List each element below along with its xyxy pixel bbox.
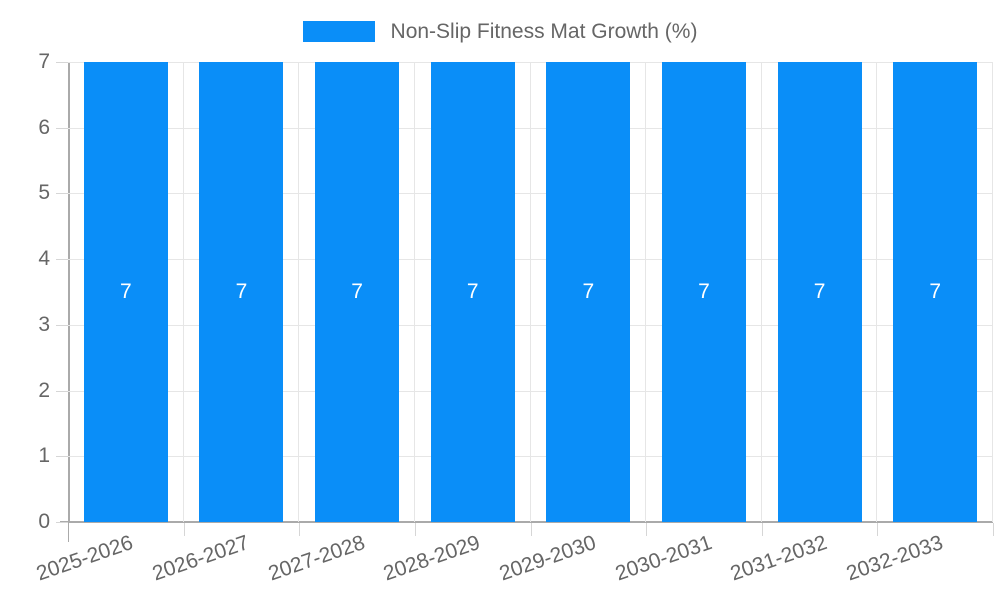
y-tick — [56, 324, 68, 326]
x-tick — [761, 523, 763, 536]
y-tick-label: 5 — [38, 181, 50, 205]
y-gridline — [68, 127, 993, 129]
plot-area: 7 7 7 7 7 7 7 7 — [68, 62, 993, 522]
bar[interactable]: 7 — [315, 62, 400, 522]
x-category-label: 2028-2029 — [380, 531, 484, 586]
y-gridline — [68, 324, 993, 326]
x-tick — [68, 523, 69, 542]
y-gridline — [68, 193, 993, 195]
y-tick — [56, 522, 68, 523]
x-tick — [299, 523, 301, 536]
x-gridline — [413, 62, 415, 522]
bar-value-label: 7 — [582, 280, 595, 303]
y-tick — [56, 193, 68, 195]
x-tick — [183, 523, 185, 536]
y-tick-label: 4 — [38, 247, 50, 271]
bar[interactable]: 7 — [430, 62, 515, 522]
bar[interactable]: 7 — [893, 62, 978, 522]
y-tick-label: 7 — [38, 50, 50, 73]
y-tick-label: 0 — [38, 510, 50, 533]
y-tick — [56, 456, 68, 458]
x-tick — [993, 523, 994, 536]
x-axis-line — [60, 521, 993, 523]
bar-value-label: 7 — [119, 280, 132, 303]
y-tick — [56, 390, 68, 392]
x-category-label: 2030-2031 — [611, 531, 715, 586]
y-tick-label: 1 — [38, 444, 50, 468]
y-gridline — [68, 259, 993, 261]
x-category-label: 2027-2028 — [265, 531, 368, 586]
legend[interactable]: Non-Slip Fitness Mat Growth (%) — [0, 19, 1000, 44]
x-category-label: 2026-2027 — [149, 531, 252, 586]
x-gridline — [876, 62, 878, 522]
bar-value-label: 7 — [351, 280, 363, 303]
y-gridline — [68, 62, 993, 63]
y-gridline — [68, 390, 993, 392]
y-tick-label: 3 — [38, 312, 50, 336]
y-gridline — [68, 456, 993, 458]
y-tick — [56, 127, 68, 129]
bar[interactable]: 7 — [546, 62, 631, 522]
y-tick-label: 6 — [38, 115, 50, 139]
bar-value-label: 7 — [929, 280, 942, 303]
x-gridline — [298, 62, 300, 522]
x-category-label: 2032-2033 — [843, 531, 946, 586]
legend-label: Non-Slip Fitness Mat Growth (%) — [390, 20, 698, 43]
bar-value-label: 7 — [813, 280, 826, 303]
x-tick — [877, 523, 879, 536]
bar[interactable]: 7 — [777, 62, 862, 522]
bar-value-label: 7 — [698, 280, 710, 303]
y-tick-label: 2 — [38, 378, 50, 402]
bar[interactable]: 7 — [83, 62, 168, 522]
x-gridline — [182, 62, 184, 522]
bar-value-label: 7 — [466, 280, 479, 303]
x-gridline — [645, 62, 647, 522]
bar[interactable]: 7 — [199, 62, 284, 522]
x-gridline — [992, 62, 993, 522]
legend-swatch-icon — [302, 21, 375, 42]
x-gridline — [760, 62, 762, 522]
x-category-label: 2031-2032 — [727, 531, 831, 586]
x-category-label: 2029-2030 — [496, 531, 599, 586]
y-tick — [56, 62, 68, 63]
x-gridline — [529, 62, 531, 522]
x-tick — [646, 523, 648, 536]
y-axis-line — [68, 62, 70, 522]
x-category-label: 2025-2026 — [33, 531, 137, 586]
bar-value-label: 7 — [235, 280, 248, 303]
x-tick — [414, 523, 416, 536]
x-tick — [530, 523, 532, 536]
bar[interactable]: 7 — [661, 62, 746, 522]
y-tick — [56, 259, 68, 261]
